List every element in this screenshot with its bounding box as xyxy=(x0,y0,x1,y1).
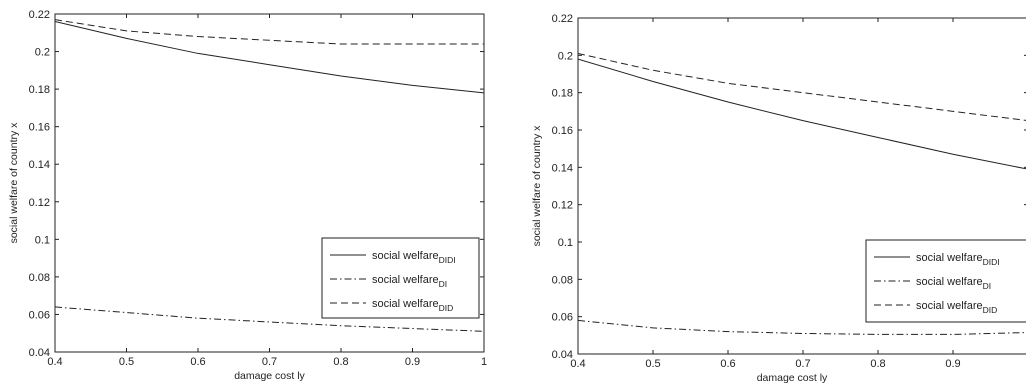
x-tick-label: 1 xyxy=(481,356,487,368)
y-tick-label: 0.08 xyxy=(29,272,50,284)
y-tick-label: 0.12 xyxy=(552,200,573,212)
x-tick-label: 0.8 xyxy=(333,356,348,368)
y-tick-label: 0.22 xyxy=(552,13,573,25)
y-tick-label: 0.12 xyxy=(29,197,50,209)
y-tick-label: 0.1 xyxy=(35,234,50,246)
y-axis-label: social welfare of country x xyxy=(8,122,20,244)
x-tick-label: 0.9 xyxy=(405,356,420,368)
y-tick-label: 0.14 xyxy=(552,162,573,174)
legend-label-di: social welfareDI xyxy=(916,276,991,291)
x-tick-label: 0.4 xyxy=(47,356,62,368)
y-tick-label: 0.16 xyxy=(552,125,573,137)
series-line-did xyxy=(55,19,484,45)
y-tick-label: 0.06 xyxy=(29,309,50,321)
legend: social welfareDIDI social welfareDI social… xyxy=(321,237,480,319)
y-tick-label: 0.2 xyxy=(558,50,573,62)
series-line-didi xyxy=(55,21,484,94)
y-tick-label: 0.06 xyxy=(552,312,573,324)
x-tick-label: 0.8 xyxy=(870,358,885,370)
x-tick-label: 0.6 xyxy=(190,356,205,368)
series-line-didi xyxy=(578,58,1026,170)
x-tick-label: 0.6 xyxy=(720,358,735,370)
y-tick-label: 0.1 xyxy=(558,237,573,249)
y-tick-label: 0.08 xyxy=(552,274,573,286)
y-axis-label: social welfare of country x xyxy=(531,125,543,247)
legend-label-didi: social welfareDIDI xyxy=(372,250,456,265)
y-tick-label: 0.22 xyxy=(29,9,50,21)
x-tick-label: 0.5 xyxy=(645,358,660,370)
series-line-di xyxy=(55,306,484,332)
legend-label-did: social welfareDID xyxy=(372,298,453,313)
x-axis-label: damage cost ly xyxy=(757,372,828,384)
y-tick-label: 0.18 xyxy=(29,84,50,96)
legend-label-di: social welfareDI xyxy=(372,274,447,289)
y-tick-label: 0.04 xyxy=(552,349,573,361)
chart-2: 0.4 0.5 0.6 0.7 0.8 0.9 0.04 0.06 0.08 0.1 0.12 0.1… xyxy=(531,13,1026,384)
series-line-di xyxy=(578,319,1026,335)
legend-label-didi: social welfareDIDI xyxy=(916,252,1000,267)
legend: social welfareDIDI social welfareDI social… xyxy=(865,239,1026,323)
x-tick-label: 0.4 xyxy=(570,358,585,370)
x-tick-label: 0.5 xyxy=(119,356,134,368)
legend-label-did: social welfareDID xyxy=(916,300,997,315)
y-tick-label: 0.18 xyxy=(552,88,573,100)
y-tick-label: 0.16 xyxy=(29,122,50,134)
y-tick-label: 0.04 xyxy=(29,347,50,359)
legend-box xyxy=(321,237,480,319)
x-tick-label: 0.7 xyxy=(262,356,277,368)
x-tick-label: 0.9 xyxy=(945,358,960,370)
chart-1: 0.4 0.5 0.6 0.7 0.8 0.9 1 0.04 0.06 0.08 0.1 0.12 0.… xyxy=(8,9,487,382)
y-tick-label: 0.2 xyxy=(35,47,50,59)
y-tick-label: 0.14 xyxy=(29,159,50,171)
x-axis-label: damage cost ly xyxy=(234,370,305,382)
series-line-did xyxy=(578,52,1026,121)
x-tick-label: 0.7 xyxy=(795,358,810,370)
